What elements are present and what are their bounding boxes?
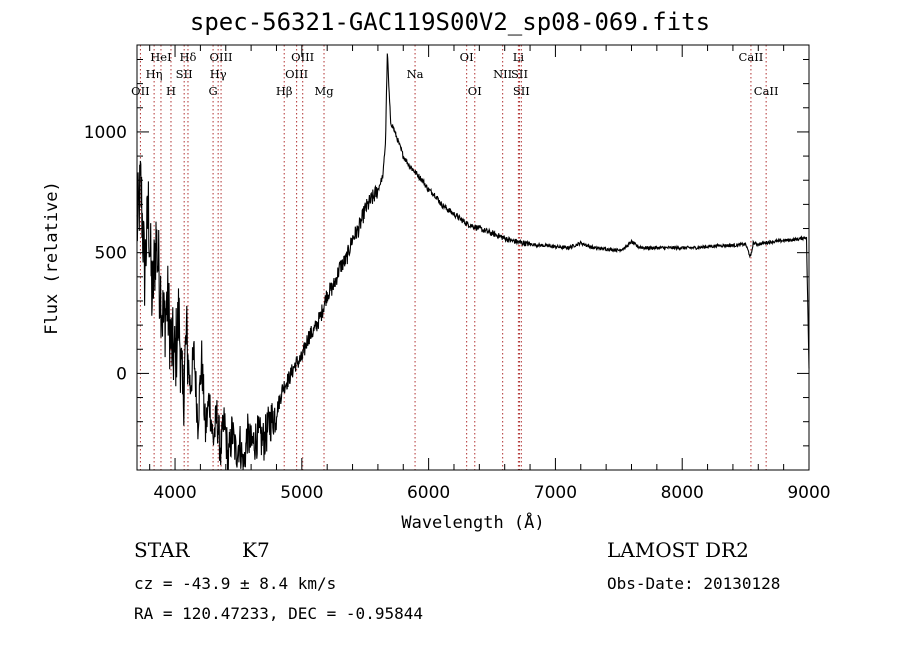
- line-label: CaII: [739, 50, 764, 64]
- line-label: Hγ: [210, 67, 227, 81]
- x-tick-label: 7000: [534, 483, 577, 503]
- line-label: SII: [513, 84, 530, 98]
- line-label: OIII: [210, 50, 233, 64]
- line-label: Na: [407, 67, 424, 81]
- y-tick-label: 0: [116, 364, 127, 384]
- cz-value: cz = -43.9 ± 8.4 km/s: [134, 574, 337, 593]
- line-label: Mg: [314, 84, 334, 98]
- y-tick-label: 500: [95, 244, 127, 264]
- ra-dec: RA = 120.47233, DEC = -0.95844: [134, 604, 423, 623]
- line-label: OIII: [291, 50, 314, 64]
- obs-date: Obs-Date: 20130128: [607, 574, 781, 593]
- object-class: STAR: [134, 538, 190, 562]
- line-label: Hδ: [179, 50, 196, 64]
- x-tick-label: 4000: [153, 483, 196, 503]
- x-tick-label: 8000: [661, 483, 704, 503]
- line-label: Hη: [146, 67, 163, 81]
- line-label: CaII: [754, 84, 779, 98]
- line-label: G: [208, 84, 217, 98]
- plot-frame: [136, 44, 810, 471]
- line-labels: OIIHηHeIHSIIHδGHγOIIIHβOIIIOIIIMgNaOIOIN…: [131, 50, 778, 98]
- chart-title: spec-56321-GAC119S00V2_sp08-069.fits: [189, 8, 711, 36]
- y-axis-label: Flux (relative): [42, 181, 62, 335]
- spectrum-line: [136, 53, 810, 471]
- line-label: OI: [468, 84, 482, 98]
- x-tick-label: 9000: [787, 483, 830, 503]
- axis-ticks: 4000 5000 6000 7000 8000 9000 0 500 1000: [84, 45, 831, 503]
- line-label: HeI: [150, 50, 171, 64]
- line-label: OIII: [285, 67, 308, 81]
- line-label: OI: [460, 50, 474, 64]
- x-tick-label: 5000: [280, 483, 323, 503]
- line-label: SII: [176, 67, 193, 81]
- line-label: Hβ: [276, 84, 293, 98]
- line-label: H: [166, 84, 176, 98]
- x-axis-label: Wavelength (Å): [401, 511, 544, 533]
- line-markers: [139, 45, 767, 470]
- line-label: OII: [131, 84, 150, 98]
- line-label: NII: [493, 67, 512, 81]
- spectral-subclass: K7: [242, 538, 270, 562]
- line-label: Li: [513, 50, 525, 64]
- y-tick-label: 1000: [84, 123, 127, 143]
- line-label: SII: [511, 67, 528, 81]
- survey-name: LAMOST DR2: [607, 538, 749, 562]
- x-tick-label: 6000: [407, 483, 450, 503]
